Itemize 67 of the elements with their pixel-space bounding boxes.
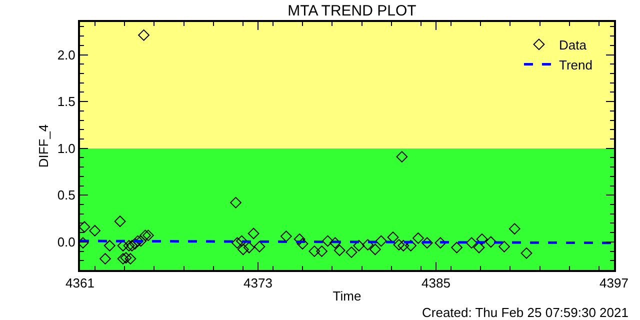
text: Created: Thu Feb 25 07:59:30 2021 bbox=[422, 305, 628, 320]
point bbox=[124, 253, 136, 264]
point bbox=[142, 230, 154, 242]
x-axis-title: Time bbox=[332, 288, 362, 304]
point bbox=[405, 240, 416, 252]
point bbox=[485, 236, 497, 248]
point bbox=[230, 196, 242, 208]
y-tick-label: 1.0 bbox=[57, 140, 76, 156]
point bbox=[296, 238, 308, 250]
point bbox=[322, 235, 334, 247]
point bbox=[104, 240, 116, 252]
point bbox=[129, 238, 141, 250]
point bbox=[254, 240, 266, 252]
point bbox=[369, 244, 381, 256]
point bbox=[362, 239, 374, 250]
y-tick-label: 2.0 bbox=[57, 47, 76, 62]
point bbox=[466, 237, 478, 249]
point bbox=[476, 233, 488, 245]
x-tick-label: 4385 bbox=[422, 276, 450, 291]
point bbox=[396, 151, 408, 162]
point bbox=[120, 252, 132, 264]
point bbox=[280, 230, 292, 242]
point bbox=[117, 240, 129, 252]
y-tick-label: 1.5 bbox=[57, 94, 76, 110]
point bbox=[114, 216, 126, 228]
point bbox=[498, 240, 510, 252]
point bbox=[117, 253, 129, 264]
point bbox=[140, 230, 151, 242]
point bbox=[294, 233, 306, 245]
point bbox=[451, 242, 462, 254]
point bbox=[138, 29, 150, 41]
point bbox=[248, 228, 260, 240]
point bbox=[243, 242, 255, 254]
point bbox=[434, 237, 446, 249]
point bbox=[375, 235, 387, 247]
point bbox=[80, 221, 90, 233]
point bbox=[237, 244, 249, 256]
point bbox=[412, 232, 424, 244]
legend-label: Trend bbox=[558, 57, 592, 72]
point bbox=[346, 246, 358, 258]
point bbox=[398, 240, 410, 252]
point bbox=[520, 247, 532, 259]
legend-label: Data bbox=[558, 37, 588, 52]
point bbox=[387, 232, 399, 243]
point bbox=[232, 237, 243, 249]
point bbox=[236, 235, 248, 247]
chart-title: MTA TREND PLOT bbox=[288, 2, 416, 20]
point bbox=[132, 235, 144, 247]
y-axis-title: DIFF_4 bbox=[36, 124, 51, 168]
point bbox=[316, 246, 328, 257]
point bbox=[135, 235, 147, 247]
point bbox=[393, 239, 405, 250]
x-tick-label: 4361 bbox=[66, 276, 94, 291]
point bbox=[100, 253, 111, 264]
point bbox=[421, 237, 433, 249]
point bbox=[89, 224, 101, 236]
point bbox=[508, 223, 520, 235]
point bbox=[126, 240, 138, 252]
point bbox=[353, 240, 365, 252]
x-tick-label: 4397 bbox=[600, 276, 628, 291]
y-tick-label: 0.0 bbox=[57, 234, 76, 250]
point bbox=[329, 237, 341, 249]
y-tick-label: 0.5 bbox=[57, 188, 76, 203]
point bbox=[334, 244, 346, 256]
point bbox=[308, 246, 320, 257]
point bbox=[123, 240, 135, 252]
x-tick-label: 4373 bbox=[244, 276, 272, 291]
